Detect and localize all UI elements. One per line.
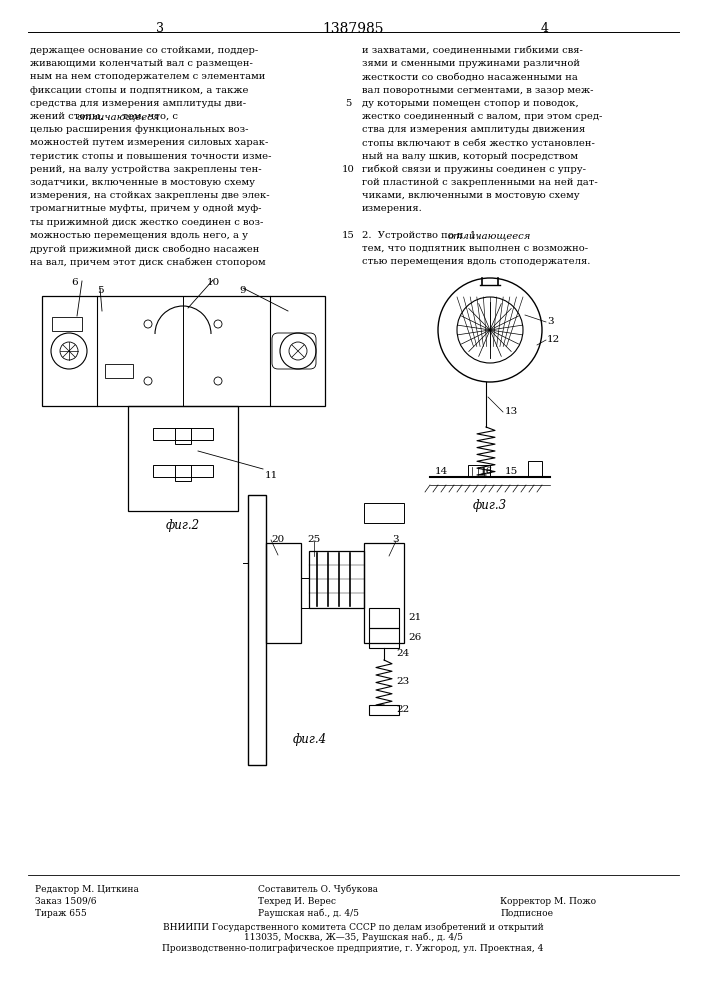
Text: измерения.: измерения. (362, 204, 423, 213)
Text: ты прижимной диск жестко соединен с воз-: ты прижимной диск жестко соединен с воз- (30, 218, 264, 227)
Text: Производственно-полиграфическое предприятие, г. Ужгород, ул. Проектная, 4: Производственно-полиграфическое предприя… (163, 944, 544, 953)
Bar (369, 608, 399, 628)
Bar (468, 465, 490, 477)
Bar (266, 543, 301, 643)
Text: держащее основание со стойками, поддер-: держащее основание со стойками, поддер- (30, 46, 258, 55)
Bar (153, 428, 213, 440)
Text: фиг.2: фиг.2 (166, 519, 200, 532)
Text: вал поворотными сегментами, в зазор меж-: вал поворотными сегментами, в зазор меж- (362, 86, 593, 95)
Text: зодатчики, включенные в мостовую схему: зодатчики, включенные в мостовую схему (30, 178, 255, 187)
Text: Раушская наб., д. 4/5: Раушская наб., д. 4/5 (258, 909, 359, 918)
Text: Тираж 655: Тираж 655 (35, 909, 87, 918)
Text: 9: 9 (240, 286, 246, 295)
Text: отличающееся: отличающееся (448, 231, 531, 240)
Text: другой прижимной диск свободно насажен: другой прижимной диск свободно насажен (30, 244, 259, 253)
Bar (175, 428, 191, 444)
Text: 13: 13 (505, 408, 518, 416)
Text: Редактор М. Циткина: Редактор М. Циткина (35, 885, 139, 894)
Text: тем, что, с: тем, что, с (119, 112, 178, 121)
Text: 2.  Устройство по п. 1,: 2. Устройство по п. 1, (362, 231, 483, 240)
Text: на вал, причем этот диск снабжен стопором: на вал, причем этот диск снабжен стопоро… (30, 257, 266, 267)
Text: отличающееся: отличающееся (76, 112, 160, 121)
Text: теристик стопы и повышения точности изме-: теристик стопы и повышения точности изме… (30, 152, 271, 161)
Text: жесткости со свободно насаженными на: жесткости со свободно насаженными на (362, 72, 578, 81)
Text: 14: 14 (435, 468, 448, 477)
Text: стью перемещения вдоль стоподержателя.: стью перемещения вдоль стоподержателя. (362, 257, 590, 266)
Bar (364, 503, 404, 523)
Text: 5: 5 (345, 99, 351, 108)
Bar (52, 317, 82, 331)
Text: фиг.3: фиг.3 (473, 499, 507, 512)
Text: чиками, включенными в мостовую схему: чиками, включенными в мостовую схему (362, 191, 580, 200)
Bar (364, 543, 404, 643)
Text: 25: 25 (308, 534, 321, 544)
Text: 3: 3 (392, 534, 399, 544)
Text: тромагнитные муфты, причем у одной муф-: тромагнитные муфты, причем у одной муф- (30, 204, 262, 213)
Text: тем, что подпятник выполнен с возможно-: тем, что подпятник выполнен с возможно- (362, 244, 588, 253)
Text: ства для измерения амплитуды движения: ства для измерения амплитуды движения (362, 125, 585, 134)
Bar (153, 465, 213, 477)
Text: можностей путем измерения силовых харак-: можностей путем измерения силовых харак- (30, 138, 269, 147)
Text: и захватами, соединенными гибкими свя-: и захватами, соединенными гибкими свя- (362, 46, 583, 55)
Text: 10: 10 (341, 165, 354, 174)
Text: 6: 6 (71, 278, 78, 287)
Text: гой пластиной с закрепленными на ней дат-: гой пластиной с закрепленными на ней дат… (362, 178, 597, 187)
Text: ный на валу шкив, который посредством: ный на валу шкив, который посредством (362, 152, 578, 161)
Text: 20: 20 (271, 536, 284, 544)
Text: фиг.4: фиг.4 (293, 733, 327, 746)
Text: 5: 5 (97, 286, 103, 295)
Text: Заказ 1509/6: Заказ 1509/6 (35, 897, 96, 906)
Text: 26: 26 (408, 634, 421, 643)
Bar (128, 406, 238, 511)
Text: ным на нем стоподержателем с элементами: ным на нем стоподержателем с элементами (30, 72, 265, 81)
Text: 15: 15 (341, 231, 354, 240)
Text: живающими коленчатый вал с размещен-: живающими коленчатый вал с размещен- (30, 59, 253, 68)
Text: жестко соединенный с валом, при этом сред-: жестко соединенный с валом, при этом сре… (362, 112, 602, 121)
Text: 12: 12 (547, 336, 560, 344)
Text: 4: 4 (541, 22, 549, 35)
Text: Подписное: Подписное (500, 909, 553, 918)
Text: 10: 10 (206, 278, 220, 287)
Text: 113035, Москва, Ж—35, Раушская наб., д. 4/5: 113035, Москва, Ж—35, Раушская наб., д. … (243, 933, 462, 942)
Text: жений стопы,: жений стопы, (30, 112, 106, 121)
Text: 16: 16 (480, 468, 493, 477)
Bar (42, 296, 325, 406)
Text: 3: 3 (547, 318, 554, 326)
Text: рений, на валу устройства закреплены тен-: рений, на валу устройства закреплены тен… (30, 165, 262, 174)
Text: можностью перемещения вдоль него, а у: можностью перемещения вдоль него, а у (30, 231, 248, 240)
Text: Корректор М. Пожо: Корректор М. Пожо (500, 897, 596, 906)
Text: ВНИИПИ Государственного комитета СССР по делам изобретений и открытий: ВНИИПИ Государственного комитета СССР по… (163, 922, 544, 932)
Bar (105, 364, 133, 378)
Bar (248, 495, 266, 765)
Bar (528, 461, 542, 477)
Text: 1387985: 1387985 (322, 22, 384, 36)
Text: зями и сменными пружинами различной: зями и сменными пружинами различной (362, 59, 580, 68)
Text: измерения, на стойках закреплены две элек-: измерения, на стойках закреплены две эле… (30, 191, 269, 200)
Text: 11: 11 (265, 471, 279, 480)
Text: Техред И. Верес: Техред И. Верес (258, 897, 336, 906)
Text: 21: 21 (408, 613, 421, 622)
Text: Составитель О. Чубукова: Составитель О. Чубукова (258, 885, 378, 894)
Bar (175, 465, 191, 481)
Bar (369, 705, 399, 715)
Text: 22: 22 (396, 706, 409, 714)
Text: 15: 15 (505, 468, 518, 477)
Bar (309, 551, 364, 608)
Text: целью расширения функциональных воз-: целью расширения функциональных воз- (30, 125, 248, 134)
Circle shape (457, 297, 523, 363)
Text: 24: 24 (396, 650, 409, 658)
Text: ду которыми помещен стопор и поводок,: ду которыми помещен стопор и поводок, (362, 99, 579, 108)
Text: 23: 23 (396, 678, 409, 686)
Text: средства для измерения амплитуды дви-: средства для измерения амплитуды дви- (30, 99, 246, 108)
Bar (369, 628, 399, 648)
Text: гибкой связи и пружины соединен с упру-: гибкой связи и пружины соединен с упру- (362, 165, 586, 174)
Text: фиксации стопы и подпятником, а также: фиксации стопы и подпятником, а также (30, 86, 248, 95)
Text: стопы включают в себя жестко установлен-: стопы включают в себя жестко установлен- (362, 138, 595, 148)
Text: 3: 3 (156, 22, 164, 35)
